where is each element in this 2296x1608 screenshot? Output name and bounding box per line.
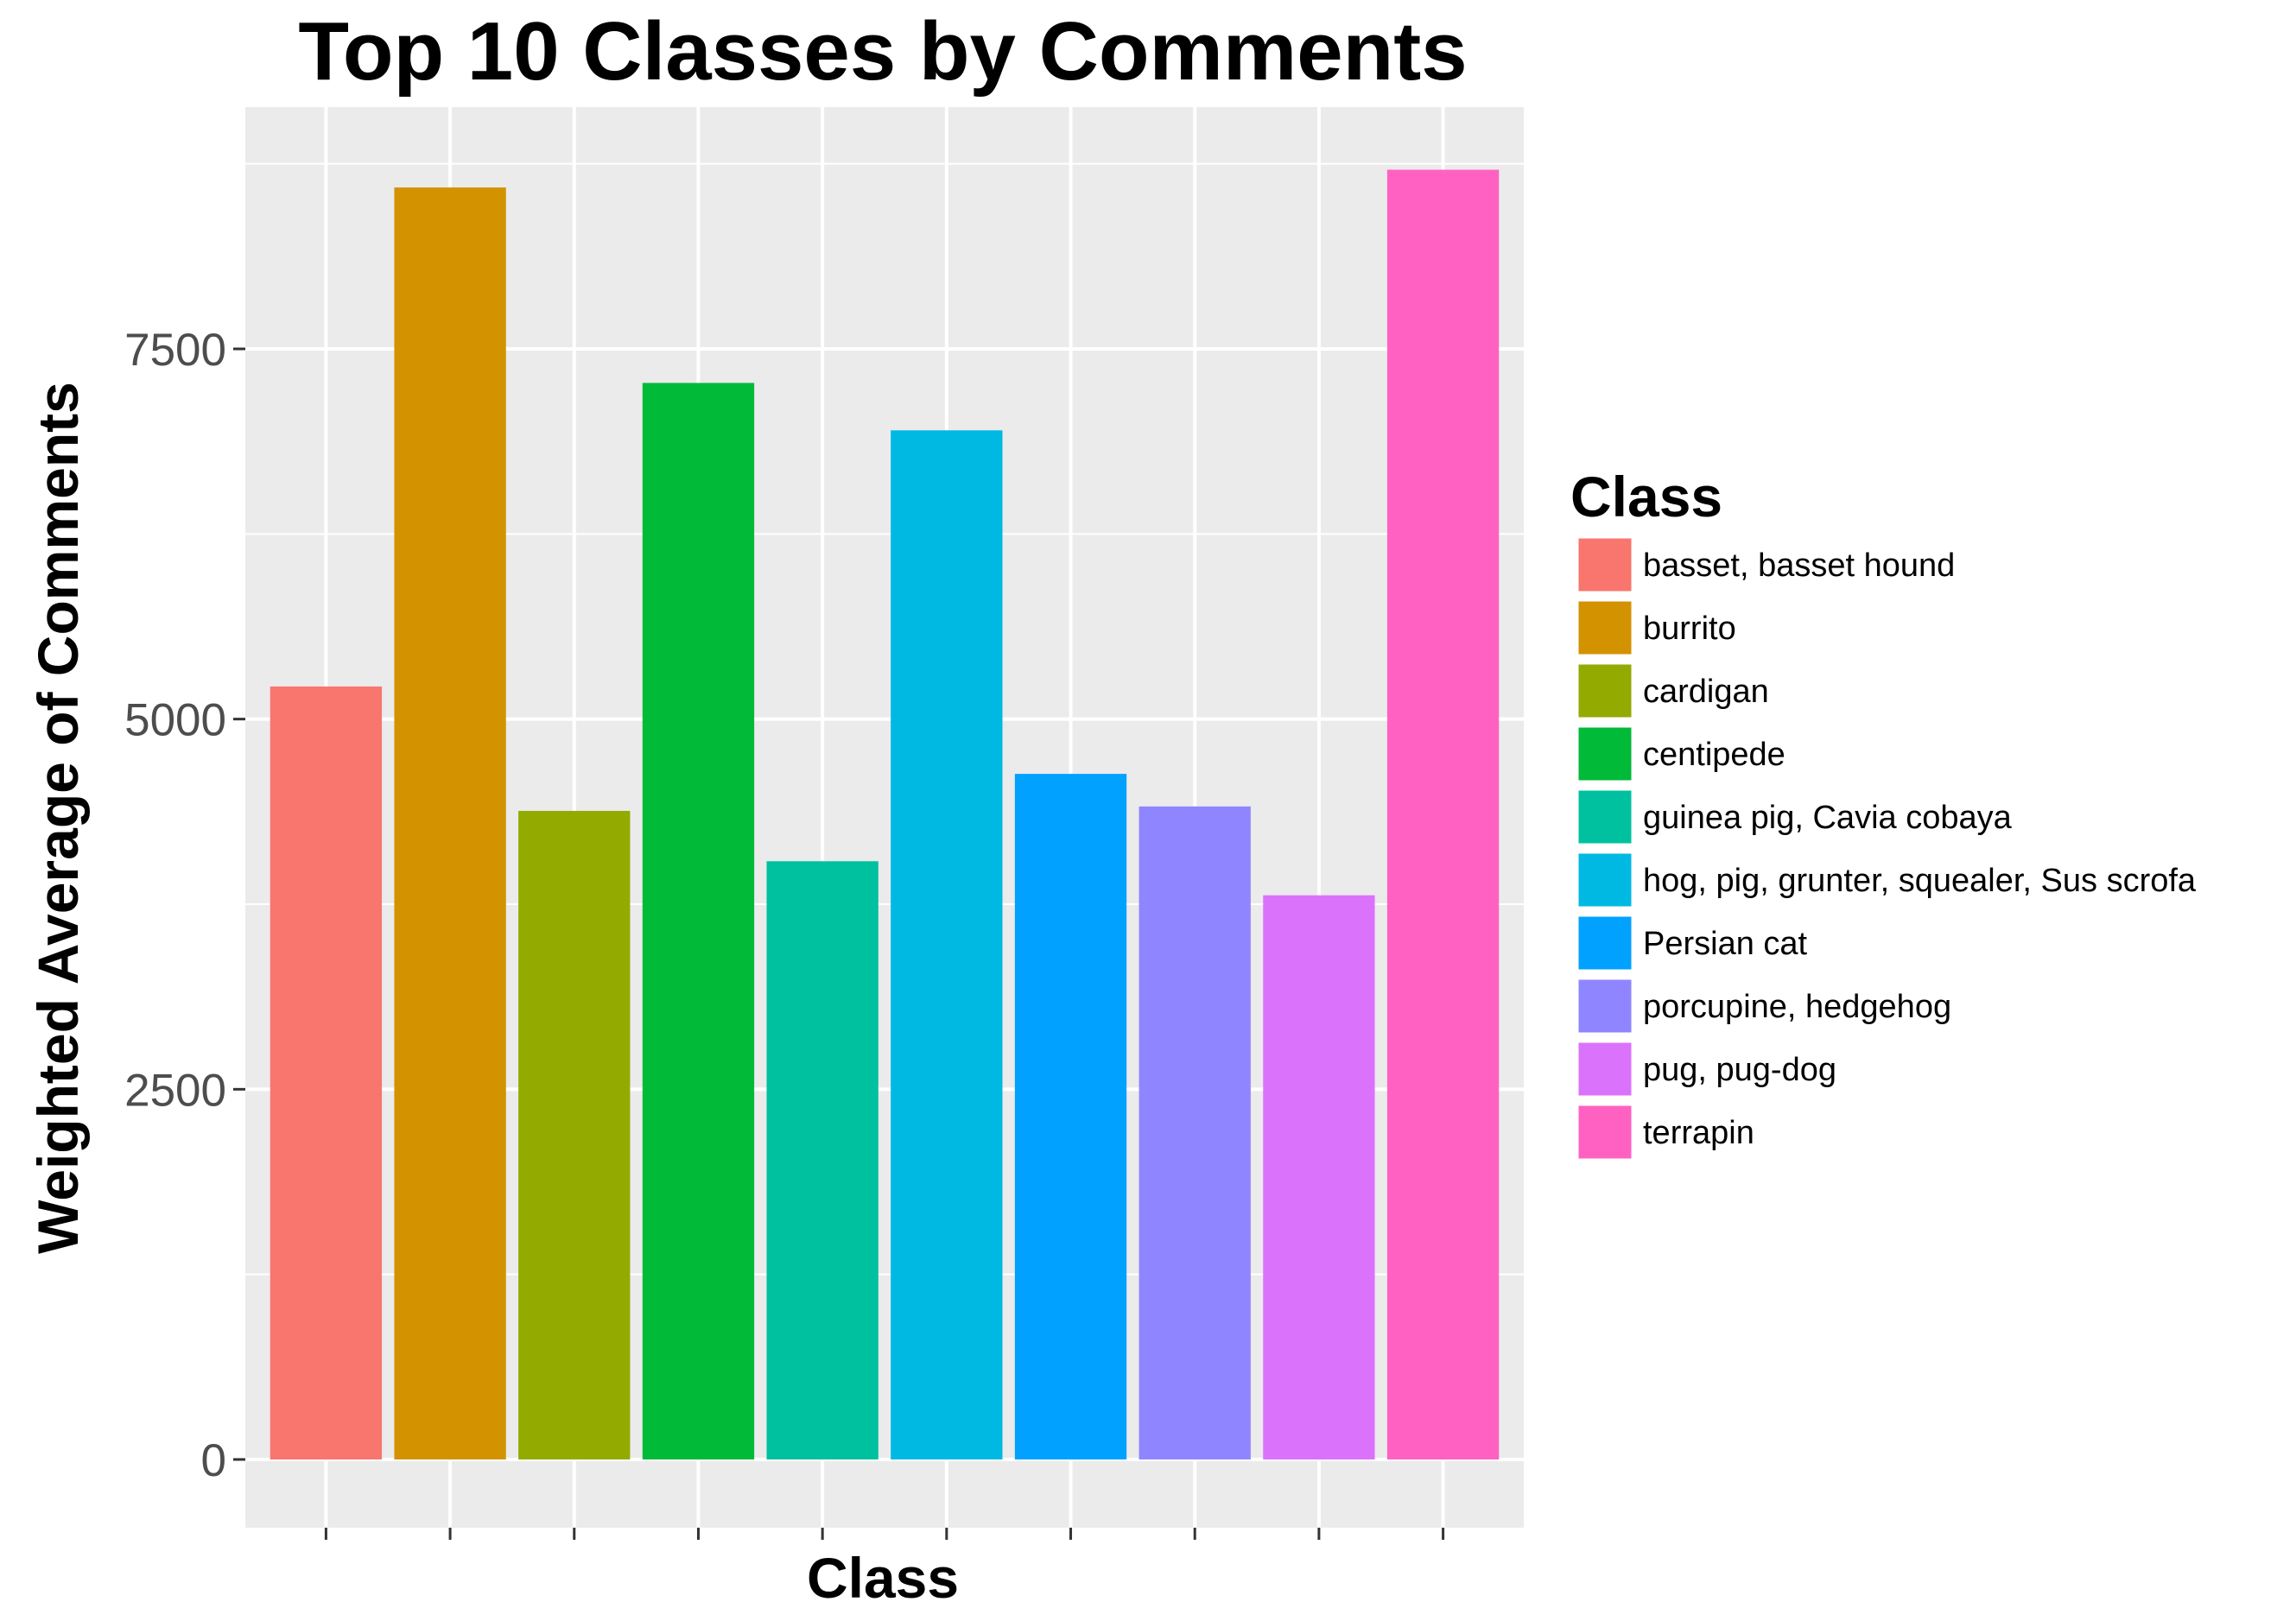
bar — [891, 430, 1003, 1460]
y-axis: 0 2500 5000 7500 — [124, 325, 245, 1486]
bar — [766, 861, 878, 1459]
legend-key — [1576, 598, 1634, 657]
bars — [270, 169, 1500, 1460]
legend-label: burrito — [1643, 611, 1736, 647]
legend-key — [1576, 1040, 1634, 1098]
bar — [1014, 774, 1127, 1459]
bar — [1386, 169, 1500, 1459]
y-tick-label: 5000 — [124, 695, 226, 746]
bar — [642, 383, 755, 1459]
y-tick-label: 7500 — [124, 325, 226, 376]
legend-key — [1576, 725, 1634, 783]
chart-title: Top 10 Classes by Comments — [298, 5, 1467, 98]
legend-key — [1576, 1103, 1634, 1162]
legend-key — [1576, 788, 1634, 846]
legend-key — [1576, 662, 1634, 720]
bar — [394, 187, 506, 1460]
legend-items: basset, basset hound burrito cardigan centi… — [1576, 535, 2197, 1162]
legend-label: pug, pug-dog — [1643, 1052, 1836, 1088]
x-axis — [324, 1528, 1445, 1540]
legend-key — [1576, 914, 1634, 972]
bar — [270, 686, 383, 1459]
y-tick-label: 0 — [201, 1435, 226, 1486]
legend-label: porcupine, hedgehog — [1643, 989, 1951, 1025]
bar — [1138, 806, 1251, 1459]
legend-key — [1576, 977, 1634, 1035]
y-tick-label: 2500 — [124, 1065, 226, 1116]
legend-label: cardigan — [1643, 674, 1769, 710]
legend-label: Persian cat — [1643, 926, 1808, 962]
bar — [518, 810, 631, 1459]
legend-key — [1576, 851, 1634, 909]
legend-title: Class — [1570, 465, 1722, 529]
legend-label: guinea pig, Cavia cobaya — [1643, 800, 2013, 836]
legend-key — [1576, 535, 1634, 594]
y-axis-title: Weighted Average of Comments — [26, 382, 90, 1254]
legend-label: terrapin — [1643, 1115, 1754, 1151]
bar — [1263, 895, 1375, 1459]
legend-label: basset, basset hound — [1643, 548, 1955, 584]
x-axis-title: Class — [807, 1546, 959, 1608]
legend-label: centipede — [1643, 737, 1785, 773]
legend-label: hog, pig, grunter, squealer, Sus scrofa — [1643, 863, 2197, 899]
legend: Class basset, basset hound burrito cardiga… — [1570, 465, 2197, 1162]
